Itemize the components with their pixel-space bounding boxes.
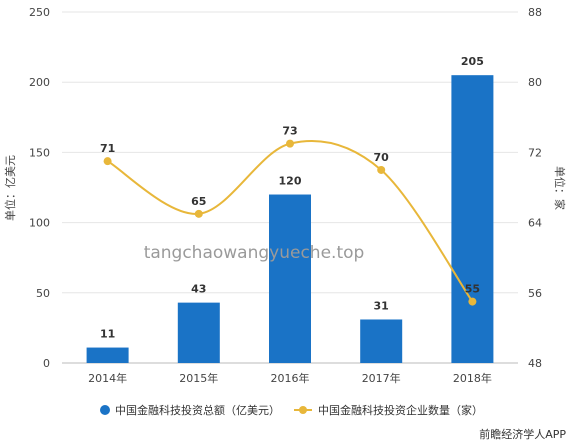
line-data-label: 70 bbox=[374, 151, 390, 164]
y-tick-left: 0 bbox=[43, 357, 50, 370]
bar bbox=[269, 194, 311, 363]
x-axis-ticks: 2014年 2015年 2016年 2017年 2018年 bbox=[88, 371, 492, 385]
legend: 中国金融科技投资总额（亿美元） 中国金融科技投资企业数量（家） bbox=[100, 403, 483, 417]
line-data-labels: 71 65 73 70 55 bbox=[100, 125, 480, 296]
x-tick: 2017年 bbox=[362, 371, 401, 385]
bar bbox=[451, 75, 494, 364]
brand-label: 前瞻经济学人APP bbox=[479, 427, 566, 441]
line-point bbox=[468, 297, 477, 306]
bar-series bbox=[86, 75, 494, 364]
y-tick-left: 100 bbox=[29, 217, 50, 230]
bar-data-label: 43 bbox=[191, 283, 206, 296]
x-tick: 2016年 bbox=[271, 371, 310, 385]
line-point bbox=[194, 209, 203, 218]
y-tick-left: 250 bbox=[29, 6, 50, 19]
x-tick: 2018年 bbox=[453, 371, 492, 385]
y-tick-left: 150 bbox=[29, 146, 50, 159]
y-tick-right: 64 bbox=[528, 217, 542, 230]
bar-data-label: 120 bbox=[279, 175, 302, 188]
y-tick-right: 80 bbox=[528, 76, 542, 89]
bar-data-labels: 11 43 120 31 205 bbox=[100, 55, 484, 340]
left-axis-ticks: 0 50 100 150 200 250 bbox=[29, 6, 50, 370]
bar-data-label: 31 bbox=[374, 299, 389, 312]
line-data-label: 73 bbox=[282, 125, 297, 138]
watermark-text: tangchaowangyueche.top bbox=[144, 243, 365, 263]
bar-data-label: 11 bbox=[100, 328, 115, 341]
y-axis-label-left: 单位：亿美元 bbox=[3, 155, 17, 221]
y-tick-right: 48 bbox=[528, 357, 542, 370]
legend-bar-label: 中国金融科技投资总额（亿美元） bbox=[115, 403, 280, 417]
bar bbox=[177, 302, 220, 363]
bar bbox=[86, 347, 129, 363]
y-axis-label-right: 单位：家 bbox=[553, 166, 567, 210]
line-data-label: 65 bbox=[191, 195, 206, 208]
line-data-label: 55 bbox=[465, 283, 480, 296]
y-tick-left: 50 bbox=[36, 287, 50, 300]
right-axis-ticks: 48 56 64 72 80 88 bbox=[528, 6, 542, 370]
line-series bbox=[103, 139, 477, 306]
x-tick: 2014年 bbox=[88, 371, 127, 385]
y-tick-right: 88 bbox=[528, 6, 542, 19]
y-tick-right: 56 bbox=[528, 287, 542, 300]
legend-line-label: 中国金融科技投资企业数量（家） bbox=[318, 403, 483, 417]
x-tick: 2015年 bbox=[179, 371, 218, 385]
line-point bbox=[286, 139, 294, 148]
legend-line-dot bbox=[299, 406, 307, 414]
line-data-label: 71 bbox=[100, 142, 115, 155]
bar bbox=[360, 319, 403, 363]
bar-data-label: 205 bbox=[461, 55, 484, 68]
line-point bbox=[377, 165, 386, 174]
y-tick-left: 200 bbox=[29, 76, 50, 89]
line-point bbox=[103, 157, 112, 166]
y-tick-right: 72 bbox=[528, 146, 542, 159]
legend-bar-marker bbox=[100, 405, 110, 415]
